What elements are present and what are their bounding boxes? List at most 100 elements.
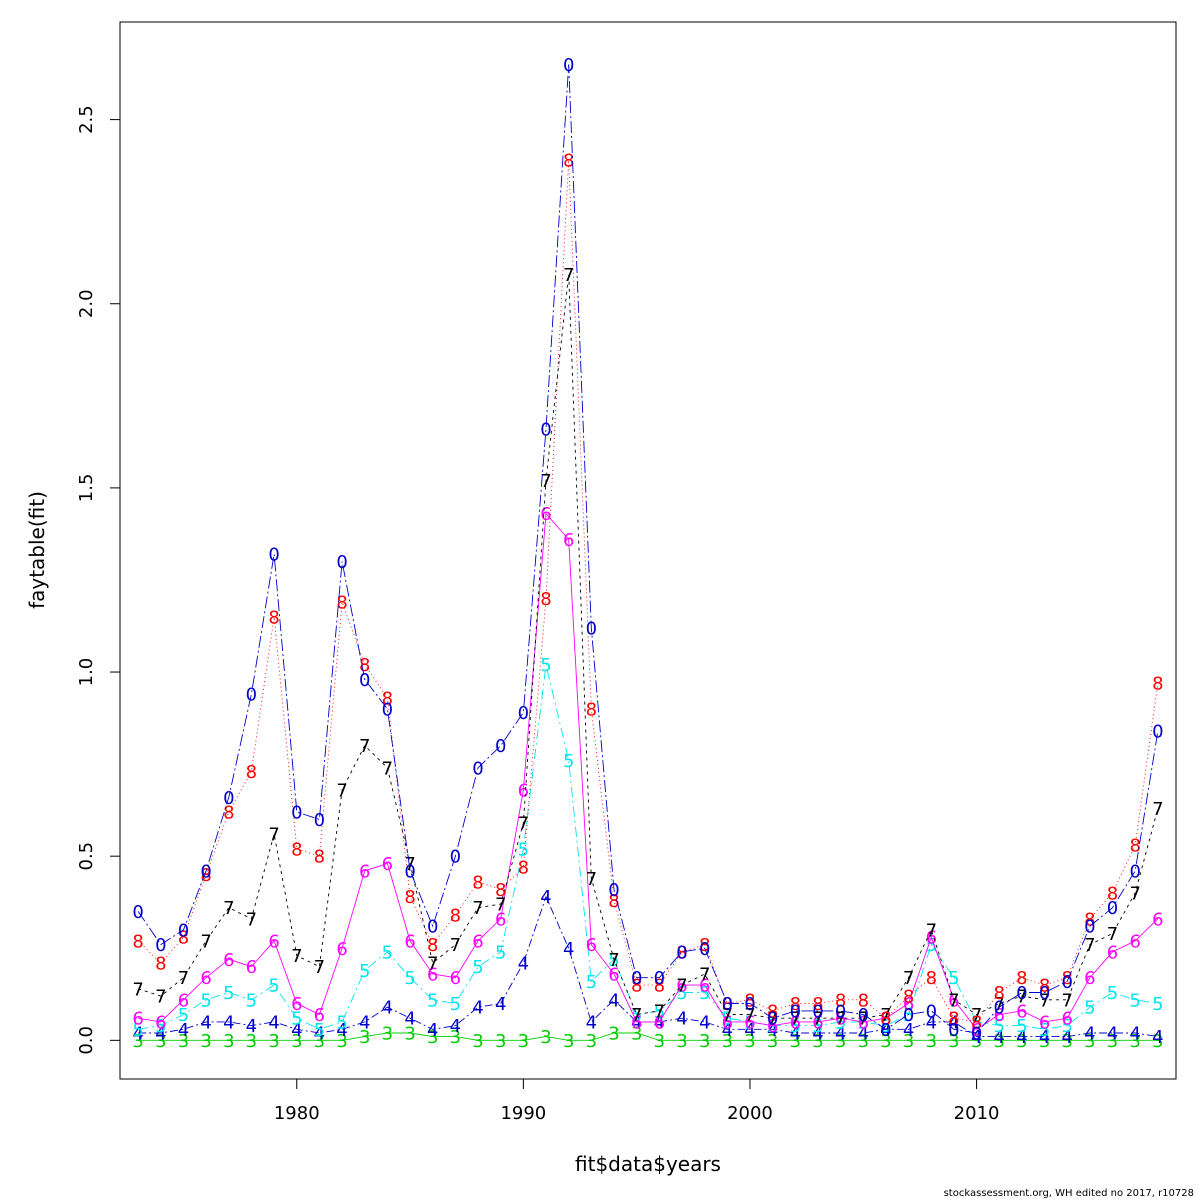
series-3-line bbox=[138, 1032, 1158, 1041]
series-4-point: 4 bbox=[767, 1020, 778, 1041]
series-4-point: 4 bbox=[971, 1027, 982, 1048]
series-7-point: 7 bbox=[1016, 987, 1027, 1008]
series-8-point: 8 bbox=[903, 987, 914, 1008]
series-5-point: 5 bbox=[336, 1012, 347, 1033]
series-7-point: 7 bbox=[1107, 924, 1118, 945]
y-tick-label: 2.5 bbox=[76, 105, 97, 134]
series-7-point: 7 bbox=[563, 265, 574, 286]
series-5-point: 5 bbox=[1016, 1016, 1027, 1037]
series-4-point: 4 bbox=[722, 1020, 733, 1041]
x-tick-label: 1990 bbox=[500, 1103, 546, 1124]
series-8-point: 8 bbox=[291, 839, 302, 860]
series-5-point: 5 bbox=[858, 1012, 869, 1033]
credit-text: stockassessment.org, WH edited no 2017, … bbox=[944, 1188, 1194, 1199]
series-3-point: 3 bbox=[608, 1024, 619, 1045]
series-0-point: 0 bbox=[518, 703, 529, 724]
series-6-point: 6 bbox=[1129, 931, 1140, 952]
series-8-point: 8 bbox=[699, 935, 710, 956]
series-5-point: 5 bbox=[948, 968, 959, 989]
series-6-point: 6 bbox=[200, 968, 211, 989]
series-0-point: 0 bbox=[993, 998, 1004, 1019]
series-4-point: 4 bbox=[1084, 1024, 1095, 1045]
series-7-point: 7 bbox=[450, 935, 461, 956]
series-7-point: 7 bbox=[812, 1009, 823, 1030]
series-6-point: 6 bbox=[948, 990, 959, 1011]
series-0-point: 0 bbox=[178, 920, 189, 941]
series-7-point: 7 bbox=[948, 990, 959, 1011]
series-4-point: 4 bbox=[1039, 1027, 1050, 1048]
series-8-point: 8 bbox=[586, 699, 597, 720]
y-tick-label: 0.5 bbox=[76, 842, 97, 871]
series-8-point: 8 bbox=[1107, 884, 1118, 905]
series-6-point: 6 bbox=[382, 854, 393, 875]
series-3-point: 3 bbox=[518, 1031, 529, 1052]
series-0-point: 0 bbox=[563, 55, 574, 76]
series-8-point: 8 bbox=[336, 593, 347, 614]
series-3-point: 3 bbox=[699, 1031, 710, 1052]
series-7-point: 7 bbox=[767, 1009, 778, 1030]
series-0-point: 0 bbox=[654, 968, 665, 989]
series-4-point: 4 bbox=[291, 1020, 302, 1041]
series-0-point: 0 bbox=[722, 994, 733, 1015]
series-4-point: 4 bbox=[631, 1012, 642, 1033]
series-0-point: 0 bbox=[223, 788, 234, 809]
series-3-point: 3 bbox=[1107, 1031, 1118, 1052]
series-0-point: 0 bbox=[200, 861, 211, 882]
series-5-point: 5 bbox=[880, 1016, 891, 1037]
series-7-point: 7 bbox=[404, 854, 415, 875]
series-5-point: 5 bbox=[132, 1020, 143, 1041]
series-0-point: 0 bbox=[676, 942, 687, 963]
series-0-point: 0 bbox=[132, 902, 143, 923]
series-0-point: 0 bbox=[314, 810, 325, 831]
series-3-point: 3 bbox=[314, 1031, 325, 1052]
series-7-point: 7 bbox=[495, 895, 506, 916]
series-6-point: 6 bbox=[132, 1009, 143, 1030]
series-6-point: 6 bbox=[699, 976, 710, 997]
series-3-point: 3 bbox=[722, 1031, 733, 1052]
series-0-point: 0 bbox=[767, 1009, 778, 1030]
series-8-point: 8 bbox=[948, 1009, 959, 1030]
series-4-point: 4 bbox=[178, 1020, 189, 1041]
series-8-point: 8 bbox=[1084, 909, 1095, 930]
series-8-point: 8 bbox=[200, 865, 211, 886]
series-4-point: 4 bbox=[314, 1024, 325, 1045]
series-6-point: 6 bbox=[359, 861, 370, 882]
series-7-point: 7 bbox=[336, 780, 347, 801]
series-0-line bbox=[137, 64, 1159, 1034]
series-6-point: 6 bbox=[971, 1020, 982, 1041]
series-3-point: 3 bbox=[336, 1031, 347, 1052]
series-7-point: 7 bbox=[200, 931, 211, 952]
series-6-point: 6 bbox=[722, 1012, 733, 1033]
series-5-point: 5 bbox=[268, 976, 279, 997]
series-4-point: 4 bbox=[472, 998, 483, 1019]
series-5-point: 5 bbox=[1107, 983, 1118, 1004]
series-4-point: 4 bbox=[744, 1020, 755, 1041]
series-8-point: 8 bbox=[812, 994, 823, 1015]
series-7-point: 7 bbox=[268, 825, 279, 846]
series-5-point: 5 bbox=[1039, 1020, 1050, 1041]
series-7-point: 7 bbox=[993, 994, 1004, 1015]
series-6-point: 6 bbox=[1039, 1012, 1050, 1033]
series-0-point: 0 bbox=[404, 861, 415, 882]
series-0-point: 0 bbox=[495, 736, 506, 757]
series-4-point: 4 bbox=[223, 1012, 234, 1033]
series-6-point: 6 bbox=[926, 928, 937, 949]
y-tick-label: 1.0 bbox=[76, 658, 97, 687]
x-axis: 1980 1990 2000 2010 bbox=[274, 1078, 999, 1124]
series-0-point: 0 bbox=[1039, 983, 1050, 1004]
series-8-point: 8 bbox=[563, 151, 574, 172]
series-3-point: 3 bbox=[540, 1027, 551, 1048]
series-6-point: 6 bbox=[586, 935, 597, 956]
series-0-point: 0 bbox=[926, 1001, 937, 1022]
series-6-point: 6 bbox=[291, 994, 302, 1015]
series-4-point: 4 bbox=[1129, 1024, 1140, 1045]
series-7-point: 7 bbox=[835, 1009, 846, 1030]
series-5-point: 5 bbox=[926, 935, 937, 956]
y-axis: 0.0 0.5 1.0 1.5 2.0 2.5 bbox=[76, 105, 121, 1055]
series-6-point: 6 bbox=[336, 939, 347, 960]
series-6-point: 6 bbox=[744, 1012, 755, 1033]
